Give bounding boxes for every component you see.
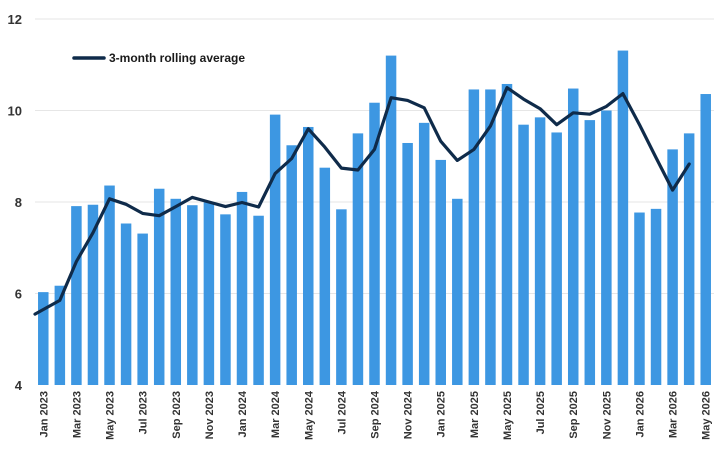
x-tick-label: Jan 2024 (237, 390, 249, 437)
y-tick-label: 10 (8, 104, 22, 119)
bar (435, 159, 446, 385)
rolling-average-line (33, 85, 691, 316)
x-tick-label: Jul 2023 (138, 391, 150, 434)
y-tick-label: 12 (8, 12, 22, 27)
bar (518, 124, 529, 386)
legend: 3-month rolling average (72, 51, 245, 65)
bar (170, 198, 182, 385)
x-tick-label: May 2026 (701, 391, 713, 440)
bar (700, 94, 711, 385)
x-tick-label: Nov 2023 (204, 391, 216, 439)
x-tick-label: Mar 2024 (270, 390, 282, 438)
bar (38, 292, 49, 385)
bar (269, 114, 281, 386)
bar (617, 50, 629, 385)
y-axis: 4 6 8 10 12 (8, 12, 23, 393)
bar (54, 285, 66, 385)
x-tick-label: Mar 2026 (668, 391, 680, 438)
bar (253, 215, 264, 385)
x-tick-label: Sep 2024 (370, 390, 382, 439)
bar (452, 198, 463, 385)
bar (352, 133, 364, 385)
bar (286, 145, 297, 385)
legend-label: 3-month rolling average (109, 51, 245, 65)
bar (683, 133, 695, 385)
bar (87, 204, 99, 385)
x-tick-label: May 2025 (502, 391, 514, 440)
bar (584, 120, 596, 386)
bar (220, 214, 231, 385)
bar (203, 202, 215, 385)
x-tick-label: May 2023 (105, 391, 117, 440)
bar (336, 209, 347, 385)
bar (567, 88, 579, 385)
bar (137, 233, 148, 385)
x-tick-label: Mar 2025 (469, 391, 481, 438)
bar (187, 205, 198, 385)
x-tick-label: Nov 2024 (403, 390, 415, 439)
x-axis: Jan 2023 Mar 2023 May 2023 Jul 2023 Sep 2023… (38, 390, 712, 440)
bar (551, 132, 562, 385)
x-tick-label: Mar 2023 (71, 391, 83, 438)
bar (402, 142, 413, 385)
bar (601, 110, 612, 385)
bar (153, 188, 165, 385)
y-tick-label: 6 (15, 287, 22, 302)
x-tick-label: Nov 2025 (601, 391, 613, 439)
x-tick-label: Jul 2024 (336, 390, 348, 434)
x-tick-label: Jan 2026 (635, 391, 647, 437)
y-tick-label: 4 (15, 378, 23, 393)
bar (501, 83, 513, 385)
x-tick-label: Jan 2025 (436, 391, 448, 437)
x-tick-label: Sep 2023 (171, 391, 183, 439)
y-tick-label: 8 (15, 195, 22, 210)
bar (303, 126, 314, 385)
line-series (33, 85, 691, 316)
x-tick-label: Jul 2025 (535, 391, 547, 434)
bar (369, 102, 380, 385)
bar (418, 122, 430, 385)
bar-series (38, 50, 711, 386)
bar (667, 149, 678, 385)
bar (534, 117, 546, 386)
bar (634, 212, 645, 385)
bar (71, 206, 82, 385)
bar (120, 223, 132, 385)
x-tick-label: Sep 2025 (568, 391, 580, 439)
x-tick-label: May 2024 (303, 390, 315, 440)
bar (104, 185, 115, 385)
bar (385, 55, 397, 385)
bar (236, 191, 248, 385)
x-tick-label: Jan 2023 (38, 391, 50, 437)
bar (485, 89, 496, 385)
bar (468, 89, 480, 385)
bar (650, 208, 662, 385)
bar (319, 167, 331, 385)
